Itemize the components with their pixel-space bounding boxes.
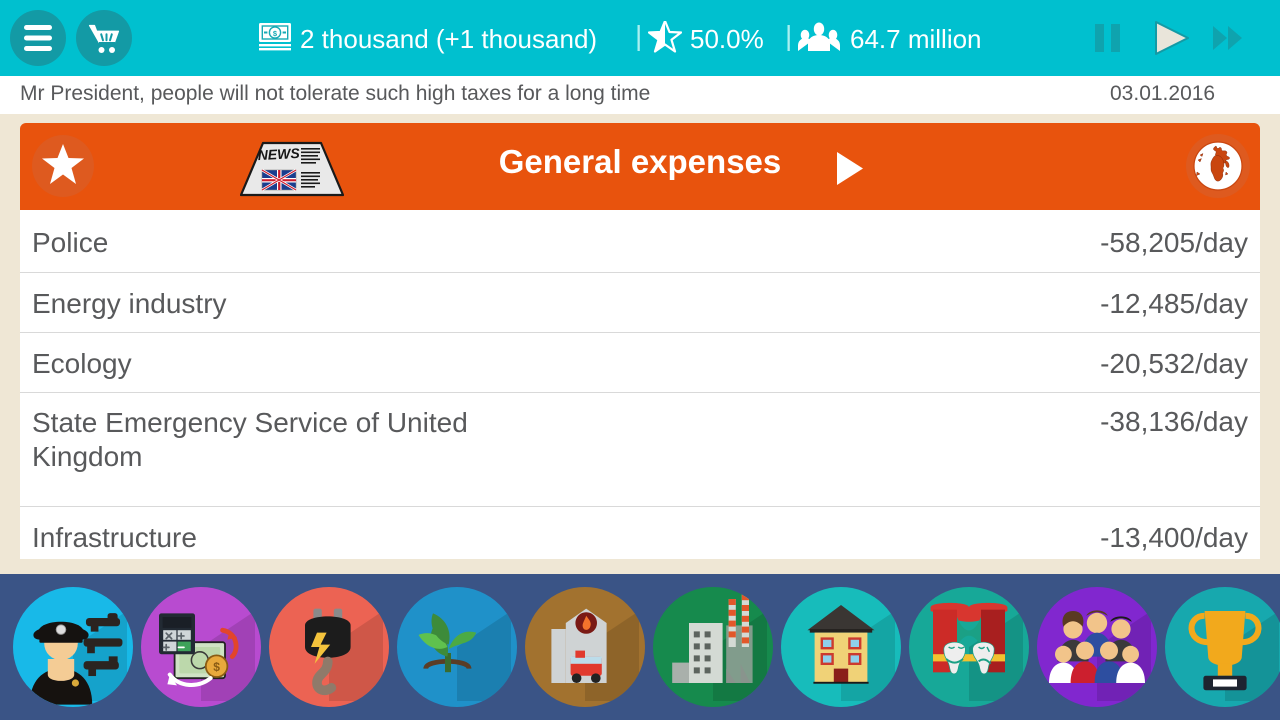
svg-text:$: $ [213, 660, 220, 674]
